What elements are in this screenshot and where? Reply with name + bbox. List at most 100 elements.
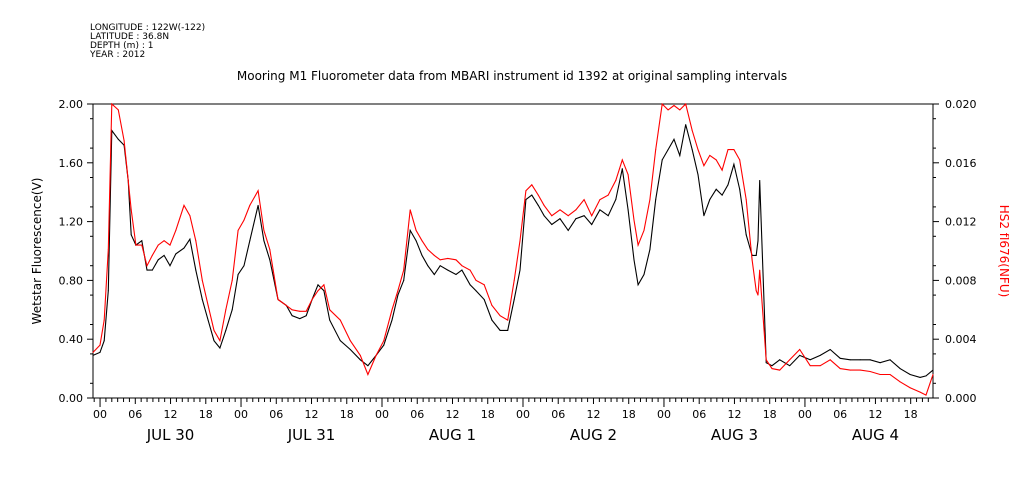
data-point-hs2 (925, 394, 927, 396)
data-point-hs2 (799, 348, 801, 350)
data-point-hs2 (849, 369, 851, 371)
data-point-wetstar (151, 269, 153, 271)
data-point-wetstar (889, 359, 891, 361)
data-point-hs2 (311, 299, 313, 301)
data-point-wetstar (829, 348, 831, 350)
data-point-hs2 (151, 254, 153, 256)
data-point-hs2 (829, 359, 831, 361)
data-point-wetstar (183, 247, 185, 249)
x-tick-label: 06 (551, 408, 565, 421)
data-point-hs2 (809, 365, 811, 367)
data-point-hs2 (117, 109, 119, 111)
data-point-wetstar (525, 199, 527, 201)
data-point-wetstar (475, 290, 477, 292)
data-point-hs2 (415, 229, 417, 231)
data-point-hs2 (207, 304, 209, 306)
data-point-wetstar (367, 365, 369, 367)
x-tick-label: 18 (763, 408, 777, 421)
y-tick-label: 0.40 (59, 333, 84, 346)
data-point-hs2 (225, 309, 227, 311)
data-point-hs2 (135, 244, 137, 246)
data-point-wetstar (455, 274, 457, 276)
data-point-wetstar (513, 299, 515, 301)
x-tick-label: 12 (868, 408, 882, 421)
x-tick-label: 00 (375, 408, 389, 421)
data-point-wetstar (130, 234, 132, 236)
data-point-wetstar (621, 168, 623, 170)
data-point-hs2 (249, 204, 251, 206)
data-point-hs2 (403, 269, 405, 271)
data-point-hs2 (219, 340, 221, 342)
data-point-wetstar (919, 376, 921, 378)
data-point-wetstar (899, 368, 901, 370)
data-point-hs2 (607, 194, 609, 196)
data-point-hs2 (383, 340, 385, 342)
data-point-hs2 (469, 269, 471, 271)
metadata-block: LONGITUDE : 122W(-122) LATITUDE : 36.8N … (89, 23, 205, 60)
data-point-hs2 (633, 219, 635, 221)
data-point-wetstar (461, 269, 463, 271)
y2-tick-label: 0.020 (945, 98, 977, 111)
meta-latitude: LATITUDE : 36.8N (90, 32, 169, 42)
data-point-wetstar (519, 269, 521, 271)
data-point-wetstar (427, 265, 429, 267)
data-point-hs2 (439, 259, 441, 261)
data-point-hs2 (789, 359, 791, 361)
data-point-hs2 (507, 319, 509, 321)
data-point-hs2 (433, 254, 435, 256)
data-point-hs2 (685, 103, 687, 105)
data-point-wetstar (483, 299, 485, 301)
data-point-hs2 (475, 279, 477, 281)
data-point-wetstar (591, 224, 593, 226)
data-point-wetstar (323, 290, 325, 292)
data-point-hs2 (513, 279, 515, 281)
x-tick-label: 00 (657, 408, 671, 421)
data-point-wetstar (715, 188, 717, 190)
data-point-hs2 (99, 344, 101, 346)
data-point-wetstar (207, 319, 209, 321)
x-tick-label: 00 (516, 408, 530, 421)
data-point-hs2 (107, 249, 109, 251)
data-point-wetstar (779, 359, 781, 361)
x-tick-label: 06 (833, 408, 847, 421)
data-point-wetstar (709, 199, 711, 201)
data-point-wetstar (237, 274, 239, 276)
data-point-hs2 (575, 209, 577, 211)
data-point-hs2 (771, 368, 773, 370)
x-tick-label: 12 (445, 408, 459, 421)
x-tick-label: 12 (164, 408, 178, 421)
data-point-hs2 (409, 209, 411, 211)
series-line-hs2 (92, 102, 934, 396)
data-point-hs2 (499, 315, 501, 317)
data-point-hs2 (932, 373, 934, 375)
data-point-hs2 (257, 190, 259, 192)
meta-depth: DEPTH (m) : 1 (90, 41, 153, 51)
x-tick-label: 18 (340, 408, 354, 421)
data-point-wetstar (531, 194, 533, 196)
data-point-hs2 (709, 154, 711, 156)
data-point-wetstar (243, 265, 245, 267)
data-point-hs2 (567, 215, 569, 217)
data-point-wetstar (157, 259, 159, 261)
data-point-wetstar (615, 199, 617, 201)
data-point-wetstar (99, 351, 101, 353)
x-day-label: AUG 3 (711, 426, 758, 444)
data-point-wetstar (559, 218, 561, 220)
x-tick-label: 06 (128, 408, 142, 421)
data-point-hs2 (243, 219, 245, 221)
data-point-wetstar (755, 254, 757, 256)
data-point-wetstar (607, 215, 609, 217)
data-point-wetstar (543, 215, 545, 217)
data-point-hs2 (329, 309, 331, 311)
data-point-hs2 (367, 373, 369, 375)
x-tick-label: 06 (269, 408, 283, 421)
data-point-wetstar (703, 215, 705, 217)
data-point-hs2 (839, 368, 841, 370)
data-point-hs2 (899, 381, 901, 383)
y-tick-label: 2.00 (59, 98, 84, 111)
data-point-wetstar (733, 163, 735, 165)
data-point-wetstar (317, 284, 319, 286)
data-point-wetstar (225, 329, 227, 331)
data-point-wetstar (499, 329, 501, 331)
data-point-hs2 (291, 309, 293, 311)
